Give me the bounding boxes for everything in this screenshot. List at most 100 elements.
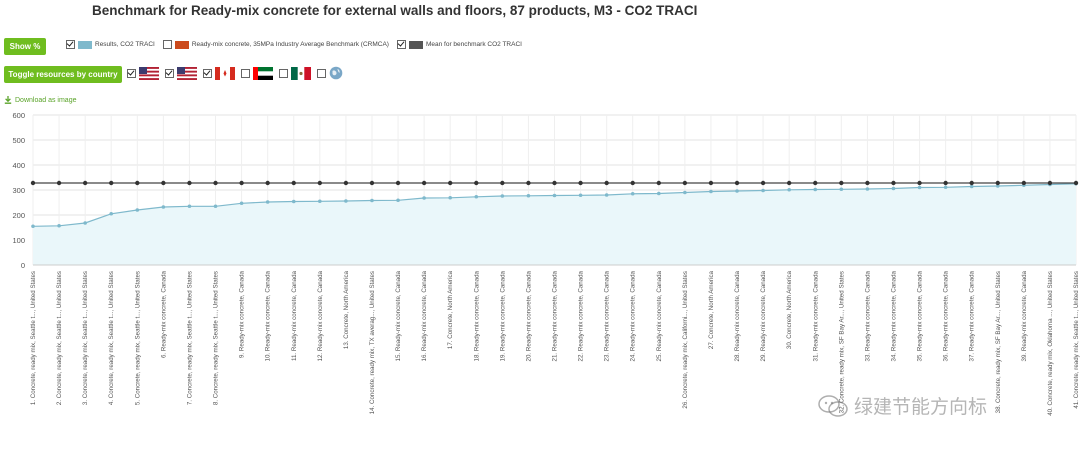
results-point[interactable] [474,194,479,199]
legend-item-mean[interactable]: Mean for benchmark CO2 TRACI [396,40,522,49]
country-toggle-canada[interactable] [203,66,237,80]
country-toggle-uae[interactable] [241,66,275,80]
mean-point[interactable] [578,180,583,186]
results-point[interactable] [709,189,713,194]
country-checkbox[interactable] [165,68,174,78]
results-point[interactable] [787,187,791,192]
legend-item-industry-benchmark[interactable]: Ready-mix concrete, 35MPa Industry Avera… [162,40,389,49]
results-point[interactable] [57,223,61,228]
results-point[interactable] [422,196,426,200]
mean-point[interactable] [682,180,688,186]
legend-checkbox-mean[interactable] [396,40,406,49]
mean-point[interactable] [135,180,140,186]
results-point[interactable] [239,201,244,206]
mean-point[interactable] [734,180,740,186]
country-toggle-us-1[interactable] [127,66,161,80]
mean-point[interactable] [82,180,88,186]
mean-point[interactable] [448,180,453,186]
results-point[interactable] [526,193,531,198]
mean-point[interactable] [865,180,870,186]
results-point[interactable] [578,193,583,198]
download-image-link[interactable]: Download as image [4,96,76,104]
mean-point[interactable] [760,180,766,186]
mean-point[interactable] [161,180,166,186]
results-point[interactable] [187,204,192,209]
country-checkbox[interactable] [317,68,326,78]
mean-point[interactable] [500,180,505,186]
mean-point[interactable] [265,180,270,186]
mean-point[interactable] [969,180,974,186]
results-point[interactable] [344,199,348,203]
mean-point[interactable] [213,180,218,186]
country-checkbox[interactable] [241,68,250,78]
results-point[interactable] [109,211,114,216]
legend-checkbox-results[interactable] [66,40,75,49]
country-checkbox[interactable] [203,68,212,78]
results-point[interactable] [917,185,922,190]
results-point[interactable] [865,187,870,191]
mean-point[interactable] [917,180,922,186]
results-point[interactable] [657,191,661,196]
mean-point[interactable] [1073,180,1079,186]
results-point[interactable] [969,184,974,189]
mean-point[interactable] [995,180,1000,186]
results-point[interactable] [891,186,896,191]
results-point[interactable] [318,199,322,204]
results-point[interactable] [995,184,1000,188]
legend-checkbox-industry-benchmark[interactable] [162,40,172,49]
results-point[interactable] [552,193,557,198]
results-point[interactable] [291,199,296,204]
results-point[interactable] [213,204,218,209]
results-point[interactable] [31,224,35,229]
results-point[interactable] [448,195,453,200]
mean-point[interactable] [187,180,192,186]
results-point[interactable] [135,208,140,212]
mean-point[interactable] [395,180,401,186]
results-point[interactable] [813,187,818,192]
country-checkbox[interactable] [127,68,136,78]
results-point[interactable] [83,221,87,225]
mean-point[interactable] [526,180,531,186]
country-toggle-us-2[interactable] [165,66,199,80]
mean-point[interactable] [421,180,427,186]
results-point[interactable] [161,205,166,209]
mean-point[interactable] [239,180,244,186]
mean-point[interactable] [474,180,479,186]
legend-item-results[interactable]: Results, CO2 TRACI [66,40,155,49]
mean-point[interactable] [708,180,714,186]
mean-point[interactable] [786,180,792,186]
results-point[interactable] [630,191,635,196]
mean-point[interactable] [891,180,896,186]
mean-point[interactable] [813,180,818,186]
results-point[interactable] [500,194,505,198]
results-point[interactable] [839,187,844,192]
results-point[interactable] [683,190,687,195]
mean-point[interactable] [943,180,948,186]
results-point[interactable] [604,193,609,197]
mean-point[interactable] [317,180,323,186]
mean-point[interactable] [291,180,296,186]
results-point[interactable] [735,189,739,193]
country-toggle-mexico[interactable] [279,66,313,80]
mean-point[interactable] [839,180,844,186]
country-toggle-global[interactable] [317,66,345,80]
mean-point[interactable] [1021,180,1027,186]
mean-point[interactable] [369,180,375,186]
mean-point[interactable] [56,180,62,186]
mean-point[interactable] [1047,180,1053,186]
mean-point[interactable] [343,180,349,186]
results-point[interactable] [396,198,400,203]
toggle-resources-button[interactable]: Toggle resources by country [4,66,122,83]
results-point[interactable] [761,188,765,193]
mean-point[interactable] [109,180,114,186]
results-point[interactable] [943,185,948,190]
country-checkbox[interactable] [279,68,288,78]
results-point[interactable] [265,200,270,204]
mean-point[interactable] [552,180,557,186]
mean-point[interactable] [656,180,661,186]
results-point[interactable] [370,198,374,203]
show-percent-button[interactable]: Show % [4,38,46,55]
mean-point[interactable] [604,180,609,186]
mean-point[interactable] [630,180,635,186]
mean-point[interactable] [30,180,36,186]
